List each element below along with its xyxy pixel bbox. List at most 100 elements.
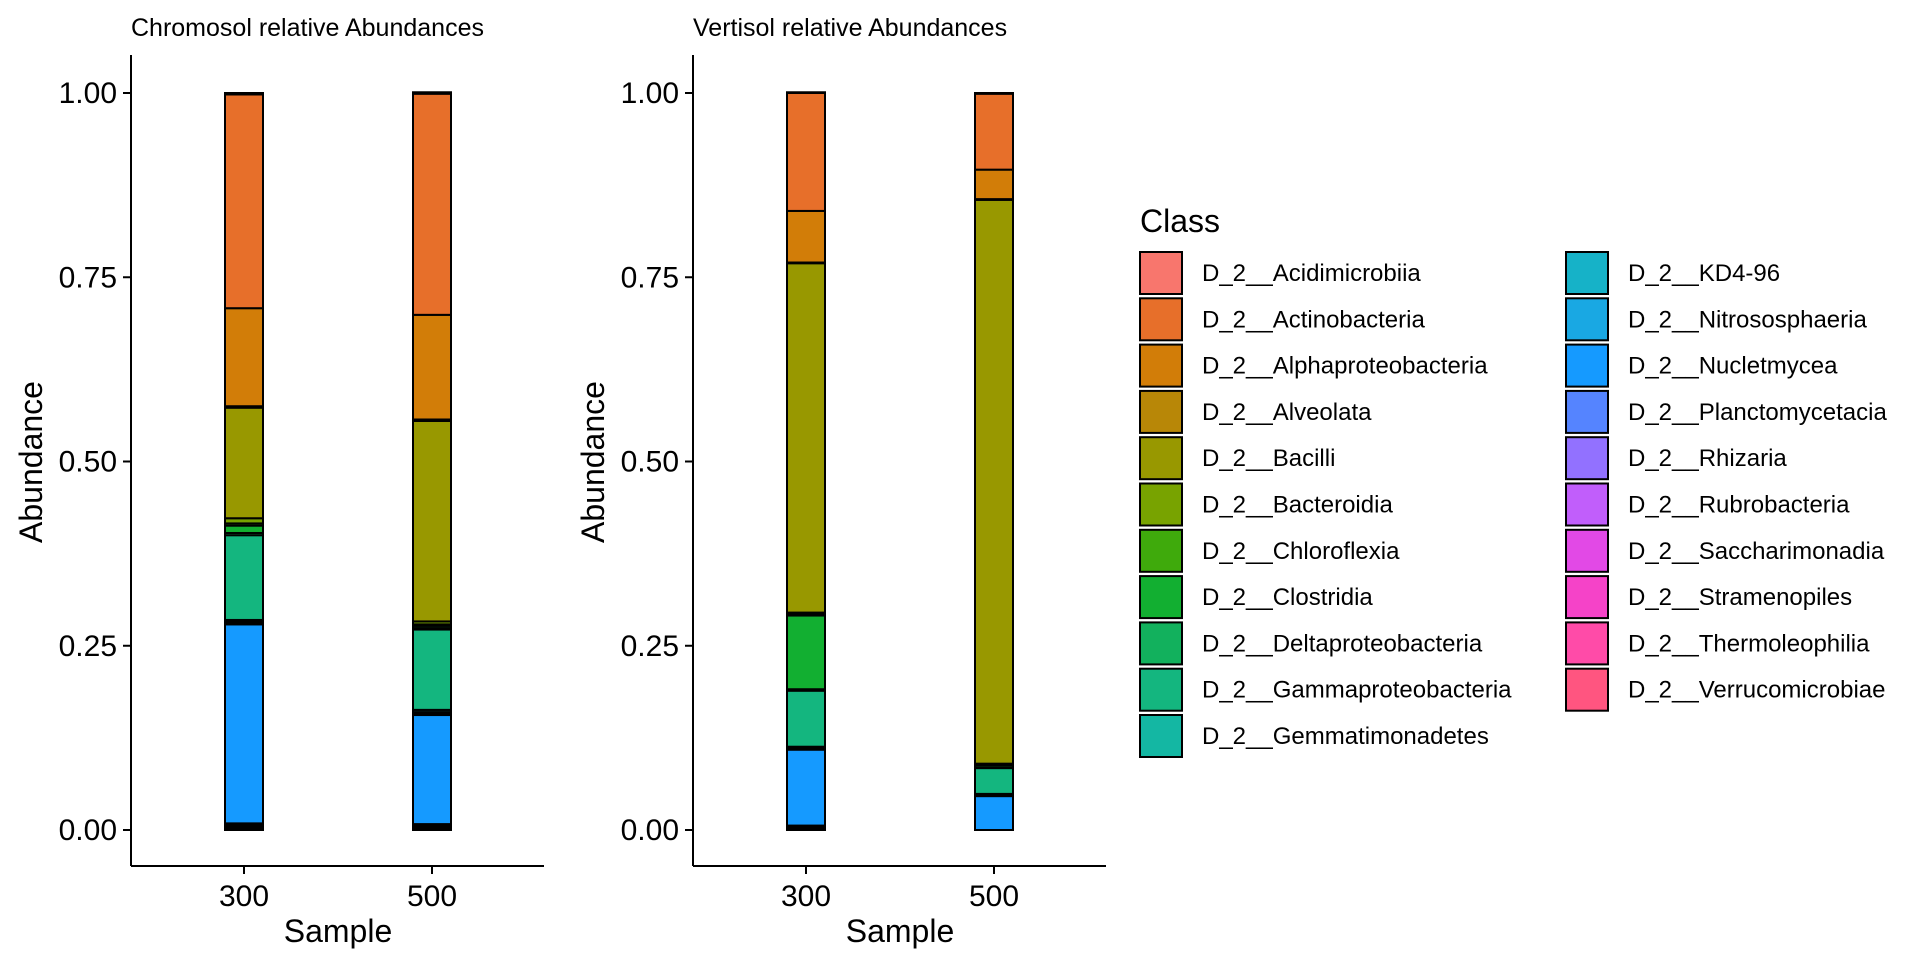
chromosol-x-tick-label: 300 (219, 880, 269, 913)
legend-swatch (1139, 482, 1183, 527)
legend-label: D_2__Actinobacteria (1202, 306, 1425, 333)
chromosol-x-axis-title: Sample (284, 913, 393, 949)
chromosol-bar-300-d-2-alphaproteobacteria (224, 307, 264, 408)
legend-label: D_2__Planctomycetacia (1628, 399, 1887, 426)
legend-swatch (1565, 297, 1609, 342)
vertisol-bar-300-d-2-gammaproteobacteria (786, 689, 826, 748)
chromosol-x-tick-label: 500 (407, 880, 457, 913)
legend-swatch (1139, 436, 1183, 481)
legend-label: D_2__Verrucomicrobiae (1628, 677, 1885, 704)
legend-swatch (1565, 436, 1609, 481)
legend-swatch (1565, 667, 1609, 712)
vertisol-y-tick-label: 1.00 (621, 77, 679, 110)
chromosol-y-tick-label: 0.75 (59, 261, 117, 294)
legend-label: D_2__Nucletmycea (1628, 353, 1838, 380)
legend-swatch (1139, 343, 1183, 388)
legend-swatch (1139, 251, 1183, 295)
legend-swatch (1139, 575, 1183, 620)
legend-label: D_2__Gammaproteobacteria (1202, 677, 1512, 704)
vertisol-bar-300-d-2-actinobacteria (786, 92, 826, 212)
chromosol-bar-300-d-2-nucletmycea (224, 623, 264, 825)
vertisol-bar-300-d-2-alphaproteobacteria (786, 209, 826, 264)
chromosol-y-tick-label: 0.00 (59, 814, 117, 847)
vertisol-bar-500-d-2-bacilli (974, 198, 1014, 765)
legend-swatch (1139, 714, 1183, 758)
chromosol-y-tick-label: 0.25 (59, 630, 117, 663)
chromosol-bar-500-d-2-actinobacteria (412, 92, 452, 316)
chromosol-bar-300-d-2-gammaproteobacteria (224, 534, 264, 621)
vertisol-bar-500-d-2-gammaproteobacteria (974, 767, 1014, 795)
vertisol-bar-300-d-2-bacilli (786, 262, 826, 614)
vertisol-y-tick-label: 0.00 (621, 814, 679, 847)
vertisol-x-axis-title: Sample (846, 913, 955, 949)
legend-label: D_2__Rubrobacteria (1628, 492, 1850, 519)
legend-label: D_2__Rhizaria (1628, 445, 1787, 472)
vertisol-bar-300-d-2-nucletmycea (786, 748, 826, 827)
legend-label: D_2__Gemmatimonadetes (1202, 723, 1489, 750)
legend-swatch (1565, 482, 1609, 527)
legend-swatch (1139, 621, 1183, 666)
legend-swatch (1565, 389, 1609, 434)
legend-label: D_2__Saccharimonadia (1628, 538, 1885, 565)
legend-label: D_2__Bacilli (1202, 445, 1335, 472)
chromosol-y-tick-label: 0.50 (59, 446, 117, 479)
legend-swatch (1139, 389, 1183, 434)
legend-label: D_2__Stramenopiles (1628, 584, 1852, 611)
legend-label: D_2__Clostridia (1202, 584, 1373, 611)
legend-swatch (1565, 528, 1609, 573)
chromosol-bar-300-d-2-acidimicrobiia (224, 92, 264, 96)
vertisol-bar-500-d-2-nucletmycea (974, 795, 1014, 832)
legend-label: D_2__Alphaproteobacteria (1202, 353, 1488, 380)
vertisol-bar-500-d-2-alphaproteobacteria (974, 168, 1014, 201)
legend-swatch (1139, 528, 1183, 573)
vertisol-y-axis-title: Abundance (575, 381, 611, 543)
chromosol-bar-500-d-2-nucletmycea (412, 714, 452, 826)
chromosol-bar-500-d-2-gammaproteobacteria (412, 628, 452, 711)
legend-swatch (1565, 621, 1609, 666)
vertisol-bars (786, 91, 1014, 832)
vertisol-y-tick-label: 0.25 (621, 630, 679, 663)
legend-swatch (1139, 667, 1183, 712)
legend-label: D_2__Thermoleophilia (1628, 630, 1870, 657)
legend-swatch (1139, 297, 1183, 342)
legend-label: D_2__Bacteroidia (1202, 492, 1393, 519)
chromosol-bar-300-d-2-clostridia (224, 524, 264, 534)
legend-title: Class (1140, 203, 1220, 239)
legend-label: D_2__Deltaproteobacteria (1202, 630, 1483, 657)
chromosol-x-axis: 300 500 (219, 866, 457, 913)
chromosol-bar-500-d-2-bacilli (412, 419, 452, 623)
legend: Class D_2__Acidimicrobiia D_2__Actinobact… (1139, 203, 1887, 758)
legend-label: D_2__Acidimicrobiia (1202, 260, 1421, 287)
chromosol-y-axis: 0.00 0.25 0.50 0.75 1.00 (59, 77, 131, 847)
vertisol-x-tick-label: 500 (969, 880, 1019, 913)
vertisol-bar-500-d-2-acidimicrobiia (974, 92, 1014, 95)
vertisol-chart-title: Vertisol relative Abundances (693, 14, 1007, 42)
vertisol-y-axis: 0.00 0.25 0.50 0.75 1.00 (621, 77, 693, 847)
chromosol-bars (224, 91, 452, 832)
legend-label: D_2__KD4-96 (1628, 260, 1780, 287)
vertisol-x-axis: 300 500 (781, 866, 1019, 913)
chromosol-panel: Chromosol relative Abundances Abundance … (13, 14, 544, 949)
vertisol-bar-300-d-2-clostridia (786, 614, 826, 691)
chromosol-chart-title: Chromosol relative Abundances (131, 14, 484, 42)
legend-label: D_2__Nitrososphaeria (1628, 306, 1867, 333)
chromosol-y-tick-label: 1.00 (59, 77, 117, 110)
legend-swatch (1565, 575, 1609, 620)
chromosol-y-axis-title: Abundance (13, 381, 49, 543)
legend-swatch (1565, 251, 1609, 295)
vertisol-x-tick-label: 300 (781, 880, 831, 913)
legend-label: D_2__Alveolata (1202, 399, 1372, 426)
vertisol-bar-300-d-2-acidimicrobiia (786, 91, 826, 95)
vertisol-bar-500-d-2-actinobacteria (974, 92, 1014, 171)
legend-items: D_2__Acidimicrobiia D_2__Actinobacteria D_… (1139, 251, 1887, 758)
vertisol-y-tick-label: 0.50 (621, 446, 679, 479)
chromosol-bar-500-d-2-alphaproteobacteria (412, 313, 452, 421)
chromosol-bar-300-d-2-bacilli (224, 406, 264, 520)
legend-swatch (1565, 343, 1609, 388)
chromosol-bar-500-d-2-acidimicrobiia (412, 91, 452, 95)
vertisol-panel: Vertisol relative Abundances Abundance S… (575, 14, 1106, 949)
legend-label: D_2__Chloroflexia (1202, 538, 1400, 565)
chromosol-bar-300-d-2-actinobacteria (224, 93, 264, 310)
